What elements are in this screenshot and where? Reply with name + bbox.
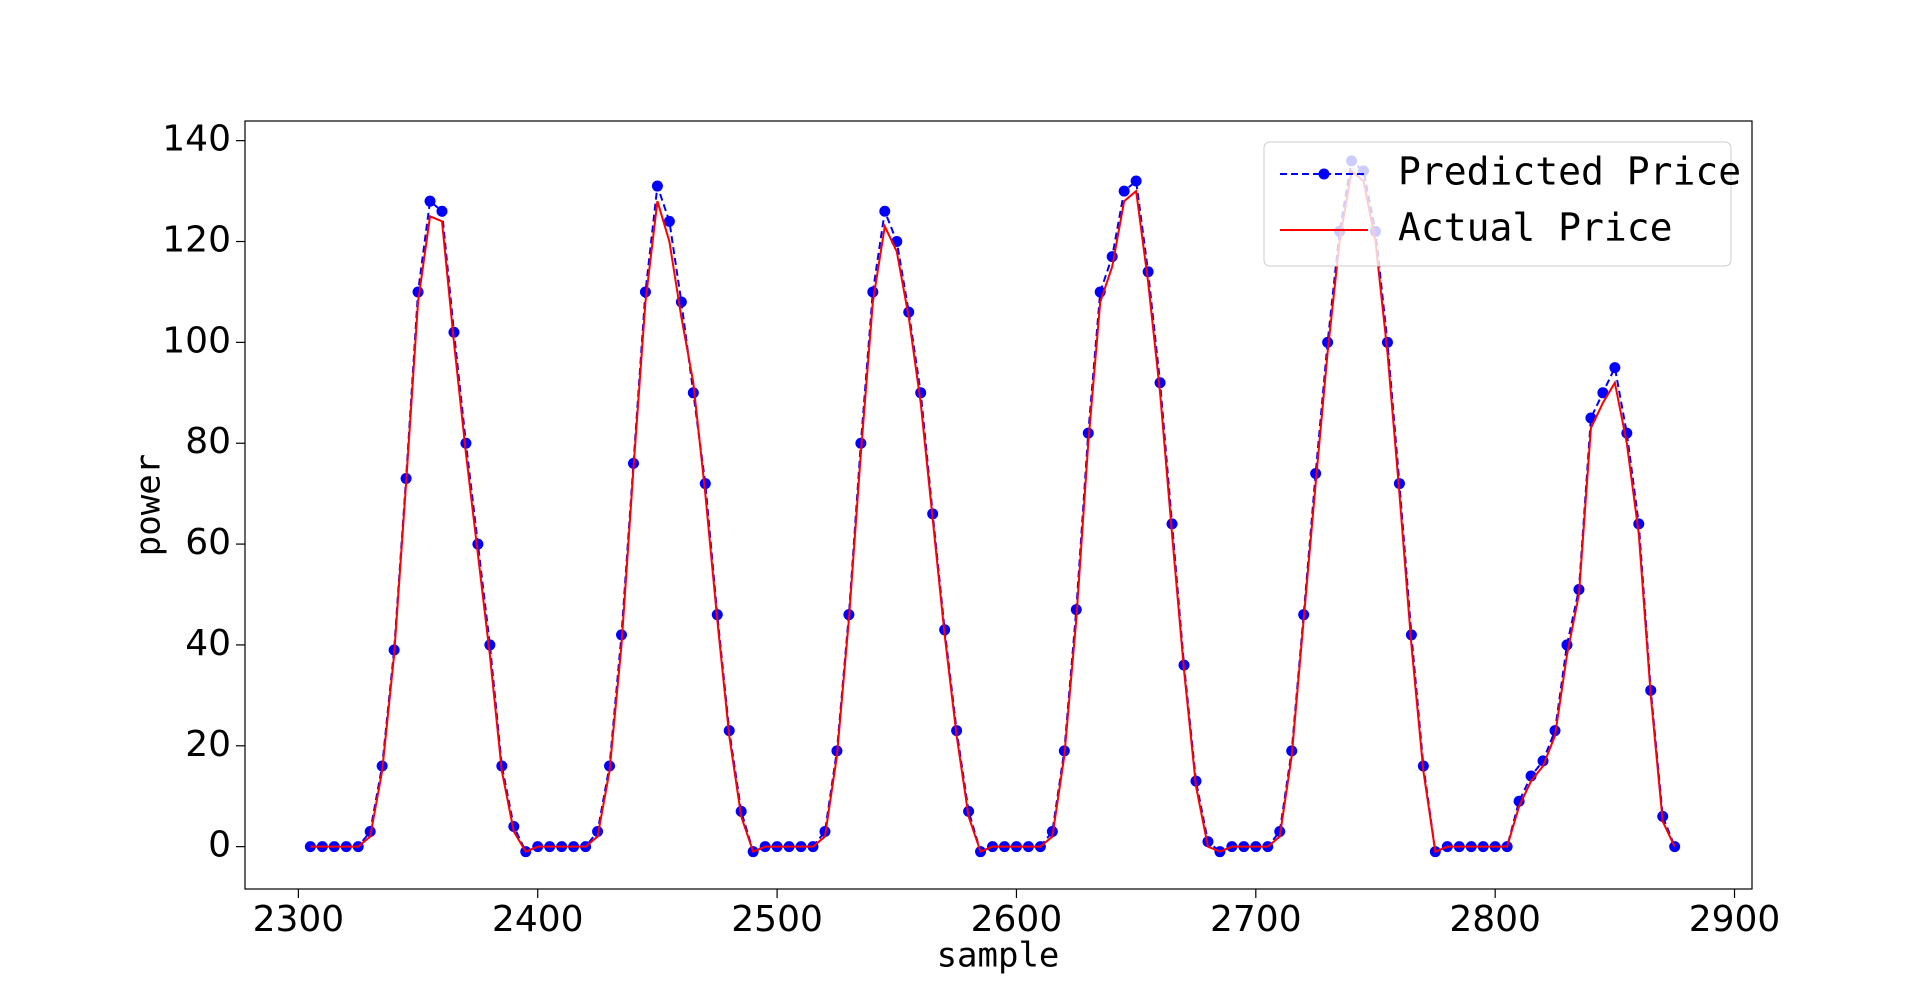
data-point <box>1142 266 1154 278</box>
x-tick-label: 2300 <box>253 899 345 940</box>
data-point <box>651 180 663 192</box>
data-point <box>1154 377 1166 389</box>
y-tick-label: 80 <box>185 421 231 462</box>
data-point <box>1621 427 1633 439</box>
x-tick-label: 2400 <box>492 899 584 940</box>
legend-box <box>1263 141 1732 267</box>
y-tick-label: 140 <box>162 119 231 160</box>
plot-frame <box>244 120 1753 890</box>
data-point <box>424 195 436 207</box>
x-tick-label: 2600 <box>971 899 1063 940</box>
x-tick-label: 2900 <box>1689 899 1781 940</box>
data-point <box>1381 336 1393 348</box>
data-point <box>472 538 484 550</box>
series-line <box>310 169 1676 854</box>
data-point <box>1322 336 1334 348</box>
data-point <box>1106 251 1118 263</box>
x-tick-label: 2700 <box>1210 899 1302 940</box>
data-point <box>1597 387 1609 399</box>
legend-marker <box>1318 168 1330 180</box>
data-point <box>484 639 496 651</box>
data-point <box>1130 175 1142 187</box>
data-point <box>639 286 651 298</box>
y-tick-label: 0 <box>208 825 231 866</box>
data-point <box>663 215 675 227</box>
data-point <box>1633 518 1645 530</box>
legend-label: Predicted Price <box>1398 150 1741 194</box>
data-point <box>1609 362 1621 374</box>
legend-label: Actual Price <box>1398 206 1673 250</box>
y-axis-label: power <box>129 454 169 556</box>
y-tick-label: 40 <box>185 623 231 664</box>
y-tick-label: 100 <box>162 320 231 361</box>
data-point <box>1561 639 1573 651</box>
x-tick-label: 2800 <box>1449 899 1541 940</box>
data-point <box>436 205 448 217</box>
y-tick-label: 60 <box>185 522 231 563</box>
x-axis-label: sample <box>937 936 1060 976</box>
x-tick-label: 2500 <box>731 899 823 940</box>
data-point <box>460 437 472 449</box>
data-point <box>879 205 891 217</box>
data-point <box>699 478 711 490</box>
data-point <box>687 387 699 399</box>
y-tick-label: 20 <box>185 724 231 765</box>
data-point <box>1118 185 1130 197</box>
y-tick-label: 120 <box>162 220 231 261</box>
